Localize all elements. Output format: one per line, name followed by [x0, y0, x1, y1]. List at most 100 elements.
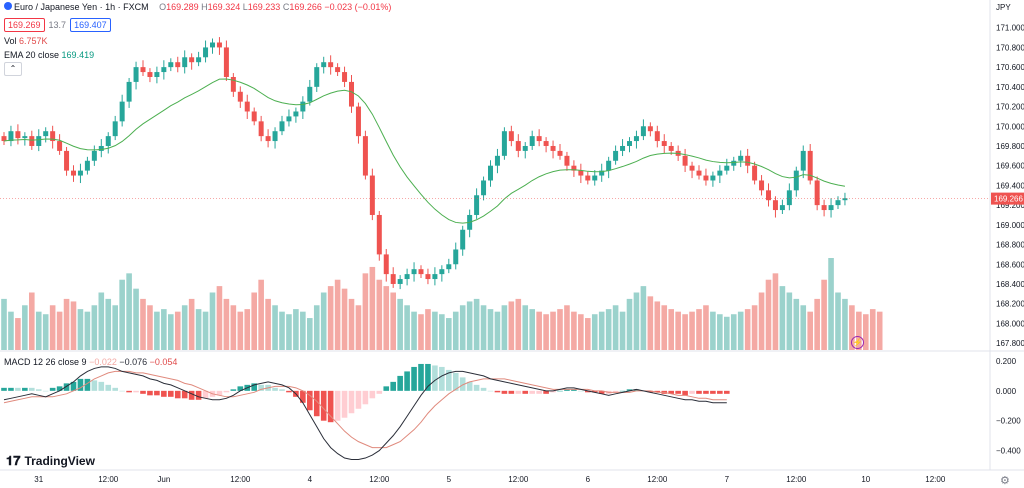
close-label: C	[282, 2, 290, 12]
candle-body	[717, 170, 723, 176]
volume-bar	[571, 311, 577, 350]
volume-bar	[168, 314, 174, 350]
time-tick-label: 12:00	[230, 475, 251, 484]
low-label: L	[242, 2, 248, 12]
volume-bar	[258, 279, 264, 350]
candle-body	[613, 150, 619, 161]
volume-bar	[105, 298, 112, 350]
candle-body	[244, 101, 250, 112]
candle-body	[112, 121, 118, 137]
macd-histogram-bar	[724, 390, 730, 394]
macd-histogram-bar	[126, 390, 132, 393]
candle-body	[105, 136, 111, 146]
volume-bar	[466, 301, 473, 350]
volume-bar	[501, 305, 508, 350]
candle-body	[501, 131, 507, 156]
volume-bar	[598, 311, 605, 350]
flash-icon[interactable]: ⚡	[851, 336, 864, 349]
macd-histogram-bar	[63, 383, 70, 391]
brand-name: TradingView	[24, 454, 95, 468]
macd-histogram-bar	[112, 387, 118, 391]
candle-body	[578, 170, 584, 176]
candle-body	[557, 150, 563, 156]
volume-bar	[605, 309, 612, 350]
macd-label: MACD 12 26 close 9	[4, 357, 87, 367]
volume-bar	[327, 286, 334, 350]
volume-bar	[29, 292, 35, 350]
candle-body	[710, 175, 716, 181]
price-tick-label: 170.000	[996, 122, 1024, 131]
macd-histogram-bar	[501, 390, 508, 394]
sell-button[interactable]: 169.269	[4, 18, 45, 32]
time-tick-label: 12:00	[98, 475, 119, 484]
candle-body	[439, 269, 445, 275]
macd-histogram-bar	[487, 390, 494, 392]
candle-body	[300, 101, 306, 112]
volume-bar	[480, 305, 487, 350]
volume-bar	[390, 292, 396, 350]
macd-histogram-bar	[696, 390, 702, 394]
volume-bar	[300, 311, 306, 350]
macd-histogram-bar	[91, 380, 98, 391]
spread-value: 13.7	[48, 20, 67, 30]
macd-histogram-bar	[543, 390, 549, 394]
volume-bar	[550, 311, 556, 350]
price-tick-label: 171.000	[996, 24, 1024, 33]
volume-bar	[8, 311, 14, 350]
symbol-dot-icon	[4, 2, 12, 10]
volume-bar	[724, 316, 730, 350]
macd-histogram-bar	[15, 387, 21, 391]
candle-body	[724, 165, 730, 171]
price-tick-label: 168.200	[996, 300, 1024, 309]
macd-histogram-bar	[557, 390, 563, 392]
macd-histogram-bar	[8, 387, 14, 391]
volume-bar	[425, 309, 431, 350]
candle-body	[529, 136, 535, 146]
volume-bar	[585, 318, 591, 350]
volume-bar	[362, 273, 369, 350]
candle-body	[57, 141, 63, 151]
symbol-title[interactable]: Euro / Japanese Yen · 1h · FXCM	[14, 2, 149, 12]
volume-bar	[835, 292, 841, 350]
volume-bar	[494, 311, 501, 350]
macd-histogram-bar	[341, 390, 348, 418]
candle-body	[182, 57, 188, 68]
volume-bar	[800, 305, 807, 350]
macd-histogram-bar	[522, 390, 529, 394]
price-tick-label: 169.000	[996, 221, 1024, 230]
candle-body	[237, 91, 243, 102]
volume-bar	[154, 311, 160, 350]
macd-histogram-bar	[147, 390, 153, 396]
candle-body	[766, 190, 771, 201]
macd-histogram-bar	[279, 389, 285, 391]
macd-histogram-bar	[404, 371, 410, 391]
volume-bar	[807, 311, 813, 350]
volume-bar	[237, 311, 244, 350]
volume-bar	[209, 292, 216, 350]
macd-histogram-bar	[29, 387, 35, 391]
last-price-label: 169.266	[994, 195, 1023, 204]
volume-bar	[578, 314, 584, 350]
settings-gear-icon[interactable]: ⚙	[1000, 475, 1010, 487]
macd-histogram-bar	[362, 390, 369, 405]
tradingview-logo[interactable]: 𝟏𝟕 TradingView	[6, 453, 95, 469]
volume-bar	[675, 311, 681, 350]
open-value: 169.289	[166, 2, 199, 12]
candle-body	[175, 62, 181, 68]
candle-body	[98, 145, 104, 151]
candle-body	[265, 136, 271, 142]
macd-histogram-bar	[188, 390, 195, 400]
volume-bar	[91, 305, 98, 350]
candle-body	[321, 62, 327, 68]
macd-tick-label: 0.000	[996, 387, 1017, 396]
collapse-legend-button[interactable]: ⌃	[4, 62, 22, 76]
candle-body	[307, 86, 313, 102]
macd-histogram-bar	[675, 390, 681, 394]
macd-histogram-bar	[612, 390, 619, 393]
volume-bar	[821, 279, 827, 350]
volume-bar	[619, 311, 626, 350]
buy-button[interactable]: 169.407	[70, 18, 111, 32]
volume-bar	[98, 292, 105, 350]
candle-body	[647, 126, 653, 132]
